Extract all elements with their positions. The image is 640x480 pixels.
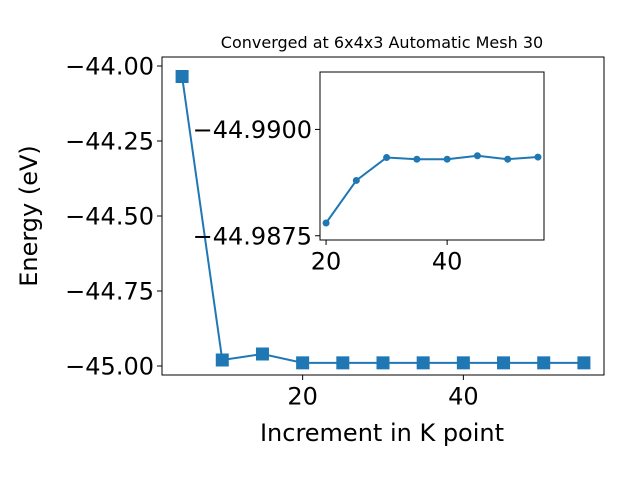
data-point <box>376 356 390 370</box>
data-point <box>456 356 470 370</box>
data-point <box>296 356 310 370</box>
y-tick-label: −44.00 <box>65 53 154 81</box>
data-point <box>537 356 551 370</box>
inset-y-ticks: −44.9900 −44.9875 <box>193 116 320 250</box>
x-axis-label: Increment in K point <box>260 419 504 447</box>
data-point <box>383 153 391 161</box>
data-point <box>336 356 350 370</box>
data-point <box>175 70 189 83</box>
y-tick-label: −44.9875 <box>193 222 312 250</box>
data-point <box>413 155 421 163</box>
main-series <box>175 70 591 370</box>
main-x-ticks: 20 40 <box>287 375 479 411</box>
y-tick-label: −44.50 <box>65 203 154 231</box>
data-point <box>215 353 229 367</box>
data-point <box>534 153 542 161</box>
main-y-ticks: −44.00 −44.25 −44.50 −44.75 −45.00 <box>65 53 162 381</box>
data-point <box>497 356 511 370</box>
x-tick-label: 20 <box>311 248 342 276</box>
y-tick-label: −45.00 <box>65 353 154 381</box>
x-tick-label: 40 <box>448 383 479 411</box>
inset-plot-frame <box>319 71 545 241</box>
data-point <box>473 152 481 160</box>
chart-title: Converged at 6x4x3 Automatic Mesh 30 <box>221 33 543 52</box>
data-point <box>255 347 269 361</box>
data-point <box>322 219 330 227</box>
x-tick-label: 20 <box>287 383 318 411</box>
series-line <box>325 154 539 224</box>
main-chart: Converged at 6x4x3 Automatic Mesh 30 −44… <box>15 33 605 447</box>
inset-background <box>320 72 544 240</box>
data-point <box>416 356 430 370</box>
y-tick-label: −44.75 <box>65 278 154 306</box>
x-tick-label: 40 <box>432 248 463 276</box>
inset-x-ticks: 20 40 <box>311 240 463 276</box>
inset-series <box>322 152 542 227</box>
y-tick-label: −44.9900 <box>193 116 312 144</box>
data-point <box>443 155 451 163</box>
y-axis-label: Energy (eV) <box>15 145 43 287</box>
inset-chart: −44.9900−44.9875 20 40 <box>193 71 545 276</box>
data-point <box>577 356 591 370</box>
data-point <box>504 155 512 163</box>
data-point <box>352 176 360 184</box>
y-tick-label: −44.25 <box>65 128 154 156</box>
